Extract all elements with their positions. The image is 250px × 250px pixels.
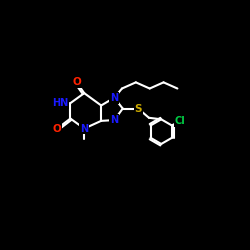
Text: O: O [72, 77, 81, 87]
Text: S: S [134, 104, 142, 114]
Text: N: N [110, 115, 118, 125]
Text: HN: HN [52, 98, 68, 108]
Text: Cl: Cl [174, 116, 185, 126]
Text: O: O [53, 124, 62, 134]
Text: N: N [110, 93, 118, 103]
Text: N: N [80, 124, 88, 134]
